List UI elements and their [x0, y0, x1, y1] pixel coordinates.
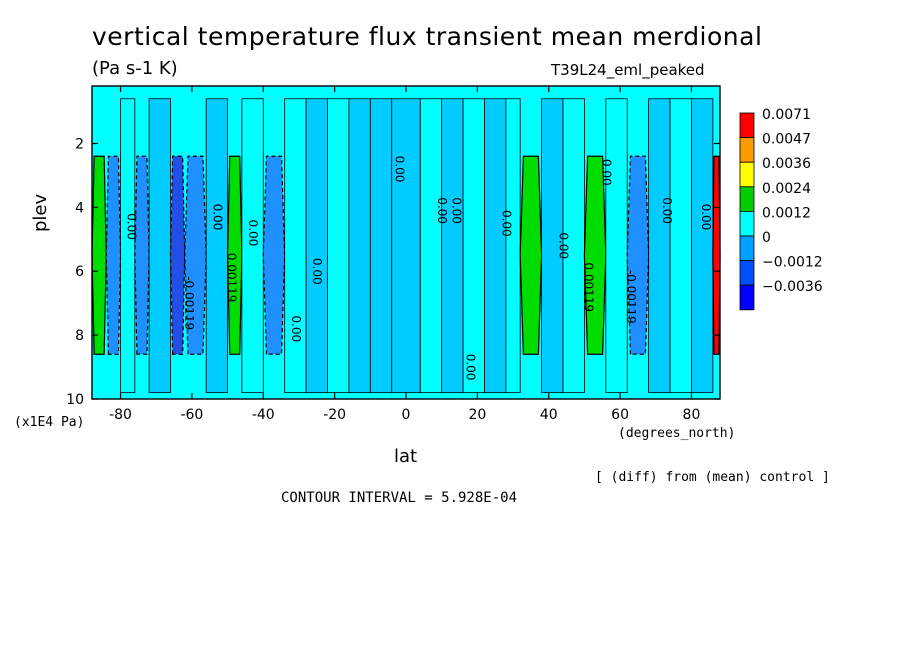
contour-band: [120, 98, 136, 394]
colorbar-swatch: [739, 210, 755, 237]
x-tick-label: 40: [540, 407, 558, 423]
contour-band: [669, 98, 692, 394]
x-tick-label: -40: [252, 407, 275, 423]
contour-band: [505, 98, 521, 394]
contour-label: 0.00: [435, 197, 449, 224]
contour-band: [519, 155, 543, 355]
contour-band: [648, 98, 671, 394]
contour-label: 0.00: [210, 204, 224, 231]
y-tick-label: 8: [75, 328, 84, 344]
x-axis-unit: (degrees_north): [618, 426, 736, 441]
difference-note: [ (diff) from (mean) control ]: [595, 470, 830, 485]
contour-band: [419, 98, 443, 394]
contour-label: 0.00: [660, 197, 674, 224]
x-tick-label: 80: [683, 407, 701, 423]
colorbar-label: 0: [762, 230, 771, 246]
contour-label: -0.00119: [182, 276, 196, 330]
contour-label: 0.00: [499, 210, 513, 237]
contour-band: [284, 98, 307, 394]
contour-band: [305, 98, 328, 394]
colorbar-label: −0.0012: [762, 255, 823, 271]
contour-band: [462, 98, 485, 394]
x-tick-label: -20: [323, 407, 346, 423]
y-tick-label: 2: [75, 136, 84, 152]
contour-label: 0.00: [310, 258, 324, 285]
contour-label: 0.00: [392, 156, 406, 183]
colorbar-swatch: [739, 284, 755, 311]
x-tick-label: 0: [402, 407, 411, 423]
run-name-label: T39L24_eml_peaked: [551, 61, 705, 79]
contour-band: [712, 155, 721, 355]
contour-band: [327, 98, 350, 394]
contour-band: [691, 98, 714, 394]
colorbar-label: 0.0012: [762, 205, 811, 221]
contour-band: [91, 155, 107, 355]
contour-label: 0.00: [125, 213, 139, 240]
colorbar-label: 0.0047: [762, 132, 811, 148]
contour-label: 0.00: [699, 204, 713, 231]
x-axis-label: lat: [394, 446, 418, 467]
colorbar-swatch: [739, 161, 755, 188]
colorbar-swatch: [739, 186, 755, 212]
contour-label: 0.00: [449, 197, 463, 224]
x-tick-label: -80: [109, 407, 132, 423]
contour-label: 0.00: [246, 220, 260, 247]
colorbar-label: −0.0036: [762, 279, 823, 295]
y-axis-unit: (x1E4 Pa): [14, 415, 85, 430]
contour-interval-label: CONTOUR INTERVAL = 5.928E-04: [281, 490, 518, 506]
x-tick-label: -60: [180, 407, 203, 423]
contour-band: [348, 98, 371, 394]
contour-label: 0.00: [289, 315, 303, 342]
units-label: (Pa s-1 K): [92, 58, 178, 79]
colorbar-swatch: [739, 235, 755, 262]
colorbar-label: 0.0036: [762, 156, 811, 172]
chart-title: vertical temperature flux transient mean…: [92, 22, 763, 51]
x-tick-label: 60: [611, 407, 629, 423]
contour-band: [605, 98, 628, 394]
contour-label: 0.00: [464, 354, 478, 381]
contour-band: [105, 155, 122, 355]
contour-band: [369, 98, 393, 394]
y-tick-label: 6: [75, 264, 84, 280]
contour-band: [562, 98, 585, 394]
contour-band: [583, 155, 607, 355]
contour-label: 0.00: [599, 159, 613, 186]
contour-label: 0.00: [556, 232, 570, 259]
contour-band: [205, 98, 228, 394]
contour-band: [484, 98, 507, 394]
y-tick-label: 10: [66, 392, 84, 408]
contour-band: [391, 98, 421, 394]
contour-band: [241, 98, 264, 394]
x-tick-label: 20: [468, 407, 486, 423]
contour-band: [226, 155, 243, 355]
colorbar-label: 0.0071: [762, 107, 811, 123]
contour-label: 0.00119: [225, 253, 239, 303]
contour-label: 0.00119: [581, 262, 595, 312]
contour-band: [184, 155, 207, 355]
contour-band: [262, 155, 286, 355]
contour-band: [134, 155, 150, 355]
contour-band: [169, 155, 186, 355]
contour-band: [441, 98, 464, 394]
y-tick-label: 4: [75, 200, 84, 216]
contour-band: [626, 155, 650, 355]
contour-label: -0.00119: [624, 270, 638, 324]
colorbar-swatch: [739, 112, 755, 139]
colorbar-label: 0.0024: [762, 181, 811, 197]
colorbar-swatch: [739, 260, 755, 286]
colorbar-swatch: [739, 137, 755, 163]
contour-band: [148, 98, 171, 394]
